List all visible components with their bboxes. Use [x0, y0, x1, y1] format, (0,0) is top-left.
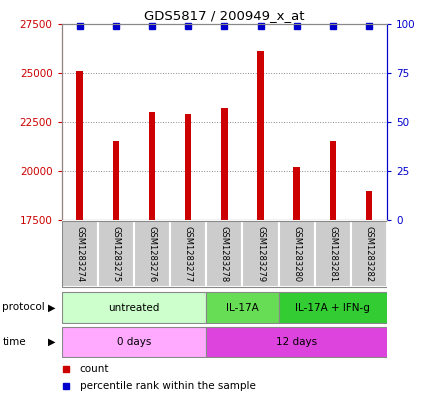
FancyBboxPatch shape — [170, 222, 206, 287]
Text: GSM1283275: GSM1283275 — [111, 226, 121, 283]
Text: GSM1283277: GSM1283277 — [184, 226, 193, 283]
FancyBboxPatch shape — [279, 222, 315, 287]
Text: time: time — [2, 337, 26, 347]
Bar — [366, 191, 372, 220]
FancyBboxPatch shape — [279, 292, 387, 323]
Text: GSM1283279: GSM1283279 — [256, 226, 265, 283]
FancyBboxPatch shape — [242, 222, 279, 287]
FancyBboxPatch shape — [62, 327, 206, 357]
Text: untreated: untreated — [108, 303, 160, 312]
Bar — [77, 71, 83, 220]
FancyBboxPatch shape — [62, 292, 206, 323]
Text: GSM1283282: GSM1283282 — [365, 226, 374, 283]
FancyBboxPatch shape — [206, 327, 387, 357]
Text: ▶: ▶ — [48, 302, 56, 312]
Text: 12 days: 12 days — [276, 337, 317, 347]
FancyBboxPatch shape — [351, 222, 387, 287]
Text: GSM1283278: GSM1283278 — [220, 226, 229, 283]
Bar — [293, 167, 300, 220]
Bar — [221, 108, 227, 220]
Text: GSM1283280: GSM1283280 — [292, 226, 301, 283]
Text: GSM1283276: GSM1283276 — [147, 226, 157, 283]
FancyBboxPatch shape — [206, 222, 242, 287]
FancyBboxPatch shape — [206, 292, 279, 323]
Bar — [185, 114, 191, 220]
FancyBboxPatch shape — [62, 222, 98, 287]
Title: GDS5817 / 200949_x_at: GDS5817 / 200949_x_at — [144, 9, 304, 22]
Bar — [257, 51, 264, 220]
Text: IL-17A + IFN-g: IL-17A + IFN-g — [296, 303, 370, 312]
Text: 0 days: 0 days — [117, 337, 151, 347]
FancyBboxPatch shape — [134, 222, 170, 287]
Text: protocol: protocol — [2, 302, 45, 312]
FancyBboxPatch shape — [315, 222, 351, 287]
Text: count: count — [80, 364, 109, 374]
FancyBboxPatch shape — [98, 222, 134, 287]
Text: ▶: ▶ — [48, 337, 56, 347]
Bar — [330, 141, 336, 220]
Text: GSM1283274: GSM1283274 — [75, 226, 84, 283]
Text: IL-17A: IL-17A — [226, 303, 259, 312]
Bar — [113, 141, 119, 220]
Bar — [149, 112, 155, 220]
Text: GSM1283281: GSM1283281 — [328, 226, 337, 283]
Text: percentile rank within the sample: percentile rank within the sample — [80, 381, 255, 391]
